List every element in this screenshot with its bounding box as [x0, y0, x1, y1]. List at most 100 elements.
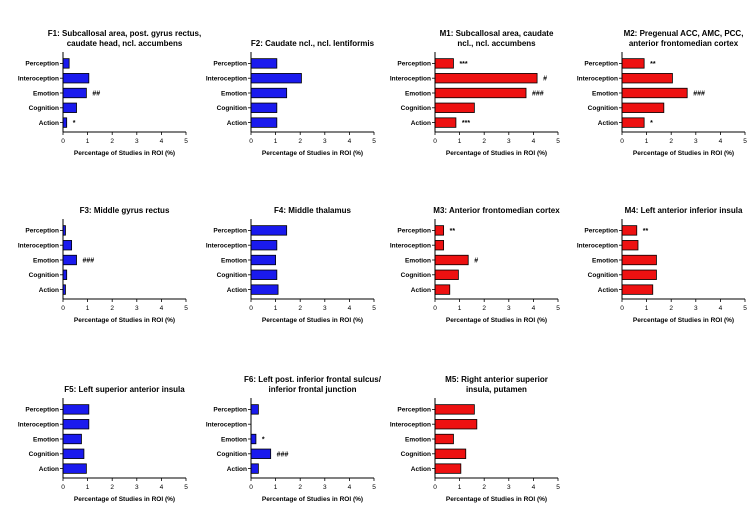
bar: [62, 448, 85, 459]
x-axis-label: Percentage of Studies in ROI (%): [262, 496, 363, 503]
x-tick-label: 2: [669, 138, 673, 145]
x-axis-label: Percentage of Studies in ROI (%): [633, 150, 734, 157]
category-label: Interoception: [18, 422, 59, 429]
bar: [62, 117, 68, 128]
bar: [434, 254, 469, 266]
bar: [621, 58, 645, 69]
category-label: Cognition: [588, 272, 618, 279]
bar: [250, 225, 288, 236]
category-label: Perception: [397, 407, 431, 414]
x-tick-label: 5: [184, 484, 188, 491]
significance-annotation: ###: [532, 91, 544, 98]
x-tick-label: 1: [645, 138, 649, 145]
bar: [250, 73, 302, 84]
x-axis-label: Percentage of Studies in ROI (%): [446, 150, 547, 157]
x-tick-label: 5: [184, 305, 188, 312]
category-label: Interoception: [18, 76, 59, 83]
category-label: Action: [598, 120, 618, 127]
category-label: Action: [227, 287, 247, 294]
x-tick-label: 2: [482, 484, 486, 491]
bar: [250, 254, 277, 266]
x-tick-label: 0: [249, 484, 253, 491]
category-label: Action: [227, 466, 247, 473]
x-tick-label: 1: [274, 138, 278, 145]
chart-title: M3: Anterior frontomedian cortex: [433, 206, 560, 215]
chart-panel-9: F5: Left superior anterior insula Percept…: [18, 385, 188, 503]
bar: [62, 102, 77, 113]
bar: [250, 463, 259, 474]
x-tick-label: 0: [433, 305, 437, 312]
x-tick-label: 0: [620, 305, 624, 312]
x-axis-label: Percentage of Studies in ROI (%): [262, 317, 363, 324]
chart-title: F6: Left post. inferior frontal sulcus/: [244, 375, 382, 384]
category-label: Perception: [25, 61, 59, 68]
bar: [434, 117, 457, 128]
bar: [621, 240, 639, 251]
chart-panel-10: F6: Left post. inferior frontal sulcus/i…: [206, 375, 382, 503]
x-tick-label: 3: [507, 138, 511, 145]
x-tick-label: 4: [719, 305, 723, 312]
x-tick-label: 0: [433, 484, 437, 491]
bar: [434, 240, 445, 251]
chart-panel-6: F4: Middle thalamus Perception Interocepti…: [206, 206, 376, 324]
chart-title: F1: Subcallosal area, post. gyrus rectus…: [48, 29, 201, 38]
bar: [62, 240, 73, 251]
bar: [62, 254, 77, 266]
x-tick-label: 0: [433, 138, 437, 145]
x-tick-label: 5: [743, 138, 747, 145]
x-tick-label: 3: [694, 305, 698, 312]
bar: [62, 433, 82, 445]
category-label: Action: [39, 466, 59, 473]
chart-title: M5: Right anterior superior: [445, 375, 548, 384]
significance-annotation: ***: [462, 120, 470, 127]
x-tick-label: 3: [323, 305, 327, 312]
category-label: Perception: [397, 228, 431, 235]
category-label: Emotion: [33, 90, 59, 97]
x-tick-label: 4: [532, 484, 536, 491]
chart-panel-2: F2: Caudate ncl., ncl. lentiformis Percep…: [206, 39, 376, 157]
category-label: Action: [227, 120, 247, 127]
x-tick-label: 2: [669, 305, 673, 312]
x-tick-label: 2: [482, 138, 486, 145]
x-tick-label: 3: [694, 138, 698, 145]
bar: [62, 463, 87, 474]
x-axis-label: Percentage of Studies in ROI (%): [262, 150, 363, 157]
category-label: Emotion: [592, 90, 618, 97]
category-label: Cognition: [217, 272, 247, 279]
category-label: Cognition: [217, 451, 247, 458]
significance-annotation: *: [73, 120, 76, 127]
significance-annotation: ***: [459, 61, 467, 68]
chart-panel-4: M2: Pregenual ACC, AMC, PCC,anterior fro…: [577, 29, 747, 157]
category-label: Interoception: [18, 243, 59, 250]
x-tick-label: 1: [86, 305, 90, 312]
x-tick-label: 5: [556, 305, 560, 312]
category-label: Action: [411, 120, 431, 127]
significance-annotation: *: [262, 437, 265, 444]
x-tick-label: 0: [61, 484, 65, 491]
bar: [434, 448, 467, 459]
x-tick-label: 4: [348, 305, 352, 312]
bar: [621, 102, 665, 113]
x-axis-label: Percentage of Studies in ROI (%): [74, 496, 175, 503]
category-label: Emotion: [592, 257, 618, 264]
category-label: Perception: [213, 61, 247, 68]
category-label: Interoception: [390, 422, 431, 429]
category-label: Cognition: [401, 451, 431, 458]
significance-annotation: *: [650, 120, 653, 127]
x-tick-label: 1: [458, 484, 462, 491]
category-label: Emotion: [405, 257, 431, 264]
category-label: Cognition: [217, 105, 247, 112]
x-tick-label: 3: [507, 484, 511, 491]
chart-title: caudate head, ncl. accumbens: [67, 39, 183, 48]
bar: [250, 448, 272, 459]
x-tick-label: 3: [507, 305, 511, 312]
x-tick-label: 3: [323, 138, 327, 145]
bar: [434, 284, 451, 295]
bar: [434, 87, 527, 99]
bar: [62, 58, 70, 69]
chart-panel-5: F3: Middle gyrus rectus Perception Interoc…: [18, 206, 188, 324]
bar: [62, 404, 90, 415]
category-label: Interoception: [206, 76, 247, 83]
category-label: Action: [39, 287, 59, 294]
